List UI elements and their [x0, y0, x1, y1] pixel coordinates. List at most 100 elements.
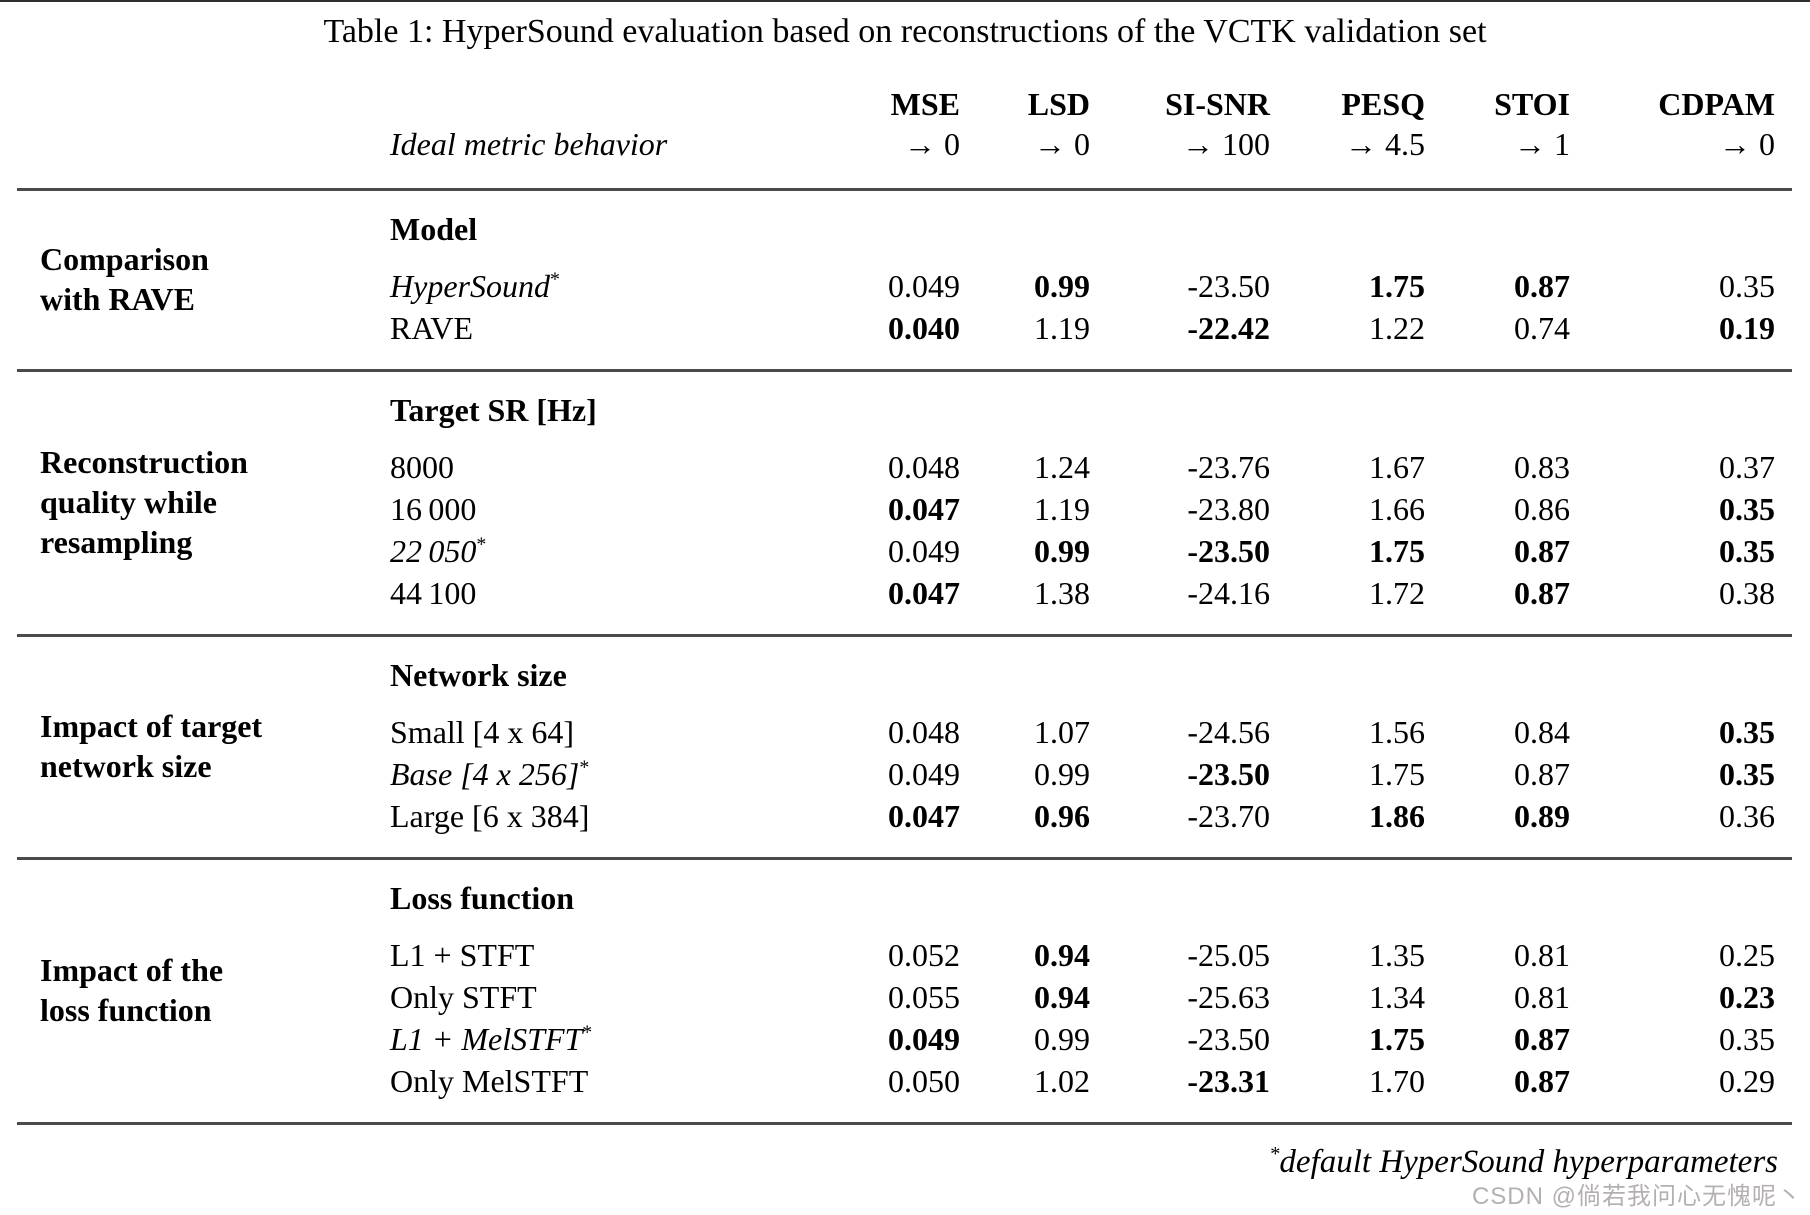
metric-value: 0.81 [1514, 937, 1570, 973]
subheader-label: Target SR [Hz] [390, 392, 597, 428]
column-header-stoi: STOI [1494, 86, 1570, 122]
table-footnote: *default HyperSound hyperparameters [0, 1141, 1778, 1183]
footnote-text: default HyperSound hyperparameters [1279, 1144, 1778, 1180]
metric-value: 0.84 [1514, 714, 1570, 750]
metric-value: 1.07 [1034, 714, 1090, 750]
row-label: L1 + STFT [390, 937, 535, 973]
metric-value: -23.50 [1187, 756, 1270, 792]
metric-value: 0.23 [1719, 979, 1775, 1015]
table-caption: Table 1: HyperSound evaluation based on … [323, 13, 1487, 50]
row-label: Large [6 x 384] [390, 798, 590, 834]
row-label: 16 000 [390, 491, 477, 527]
metric-value: 1.24 [1034, 449, 1090, 485]
metric-value: -23.50 [1187, 533, 1270, 569]
metric-value: 1.38 [1034, 575, 1090, 611]
metric-value: 0.35 [1719, 268, 1775, 304]
metric-value: 0.048 [888, 714, 960, 750]
ideal-target-cdpam: → 0 [1719, 126, 1775, 162]
row-group-label: Reconstruction quality while resampling [40, 444, 248, 560]
metric-value: 0.87 [1514, 268, 1570, 304]
metric-value: 0.87 [1514, 1063, 1570, 1099]
metric-value: 1.66 [1369, 491, 1425, 527]
metric-value: 0.81 [1514, 979, 1570, 1015]
metric-value: 0.87 [1514, 1021, 1570, 1057]
row-label: Small [4 x 64] [390, 714, 574, 750]
metric-value: 0.29 [1719, 1063, 1775, 1099]
row-label: 22 050* [390, 533, 487, 569]
metric-value: 0.89 [1514, 798, 1570, 834]
metric-value: 1.35 [1369, 937, 1425, 973]
metric-value: -23.80 [1187, 491, 1270, 527]
row-label: 44 100 [390, 575, 477, 611]
metric-value: 0.25 [1719, 937, 1775, 973]
metric-value: 0.36 [1719, 798, 1775, 834]
row-group-label: Impact of target network size [40, 708, 263, 784]
row-label: Base [4 x 256]* [390, 756, 590, 792]
metric-value: -23.76 [1187, 449, 1270, 485]
metric-value: 0.047 [888, 798, 960, 834]
metric-value: 0.83 [1514, 449, 1570, 485]
metric-value: -23.70 [1187, 798, 1270, 834]
table-body: Comparison with RAVE Model HyperSound* 0.04… [17, 188, 1792, 1125]
metric-value: 0.94 [1034, 979, 1090, 1015]
metric-value: 1.72 [1369, 575, 1425, 611]
metric-value: 0.99 [1034, 533, 1090, 569]
metric-value: 0.049 [888, 533, 960, 569]
metric-value: 0.35 [1719, 714, 1775, 750]
results-table: Ideal metric behavior MSE → 0 LSD → 0 SI-SNR… [17, 84, 1792, 1125]
metric-value: 0.35 [1719, 491, 1775, 527]
metric-value: 0.99 [1034, 1021, 1090, 1057]
metric-value: -25.63 [1187, 979, 1270, 1015]
footnote-marker: * [1269, 1143, 1280, 1165]
metric-value: 0.055 [888, 979, 960, 1015]
metric-value: 1.70 [1369, 1063, 1425, 1099]
metric-value: 1.86 [1369, 798, 1425, 834]
metric-value: -23.50 [1187, 1021, 1270, 1057]
table-header: Ideal metric behavior MSE → 0 LSD → 0 SI-SNR… [17, 84, 1792, 188]
metric-value: -23.50 [1187, 268, 1270, 304]
metric-value: 1.22 [1369, 310, 1425, 346]
metric-value: 0.040 [888, 310, 960, 346]
metric-value: -24.56 [1187, 714, 1270, 750]
metric-value: 0.048 [888, 449, 960, 485]
metric-value: 1.75 [1369, 756, 1425, 792]
metric-value: 0.19 [1719, 310, 1775, 346]
subheader-label: Network size [390, 657, 567, 693]
ideal-target-si-snr: → 100 [1182, 126, 1270, 162]
column-header-pesq: PESQ [1341, 86, 1425, 122]
metric-value: 0.35 [1719, 756, 1775, 792]
metric-value: 1.19 [1034, 310, 1090, 346]
row-label: Only MelSTFT [390, 1063, 589, 1099]
ideal-target-lsd: → 0 [1034, 126, 1090, 162]
metric-value: 1.02 [1034, 1063, 1090, 1099]
metric-value: 1.75 [1369, 533, 1425, 569]
metric-value: 0.99 [1034, 756, 1090, 792]
metric-value: 0.050 [888, 1063, 960, 1099]
metric-value: 0.35 [1719, 1021, 1775, 1057]
ideal-target-mse: → 0 [904, 126, 960, 162]
column-header-cdpam: CDPAM [1658, 86, 1775, 122]
metric-value: 0.87 [1514, 533, 1570, 569]
metric-value: 0.047 [888, 575, 960, 611]
column-header-lsd: LSD [1027, 86, 1090, 122]
metric-value: 0.052 [888, 937, 960, 973]
column-header-si-snr: SI-SNR [1165, 86, 1270, 122]
metric-value: -25.05 [1187, 937, 1270, 973]
metric-value: 0.99 [1034, 268, 1090, 304]
metric-value: 0.049 [888, 756, 960, 792]
row-label: HyperSound* [390, 268, 560, 304]
metric-value: 0.35 [1719, 533, 1775, 569]
row-label: 8000 [390, 449, 454, 485]
metric-value: -23.31 [1187, 1063, 1270, 1099]
column-header-mse: MSE [890, 86, 960, 122]
metric-value: 0.96 [1034, 798, 1090, 834]
ideal-metric-behavior-label: Ideal metric behavior [390, 126, 668, 162]
metric-value: 1.34 [1369, 979, 1425, 1015]
metric-value: 0.37 [1719, 449, 1775, 485]
metric-value: 1.67 [1369, 449, 1425, 485]
metric-value: 0.86 [1514, 491, 1570, 527]
metric-value: 1.75 [1369, 1021, 1425, 1057]
metric-value: 0.87 [1514, 575, 1570, 611]
table-section: Impact of the loss function Loss function… [17, 857, 1792, 1122]
subheader-label: Model [390, 211, 478, 247]
